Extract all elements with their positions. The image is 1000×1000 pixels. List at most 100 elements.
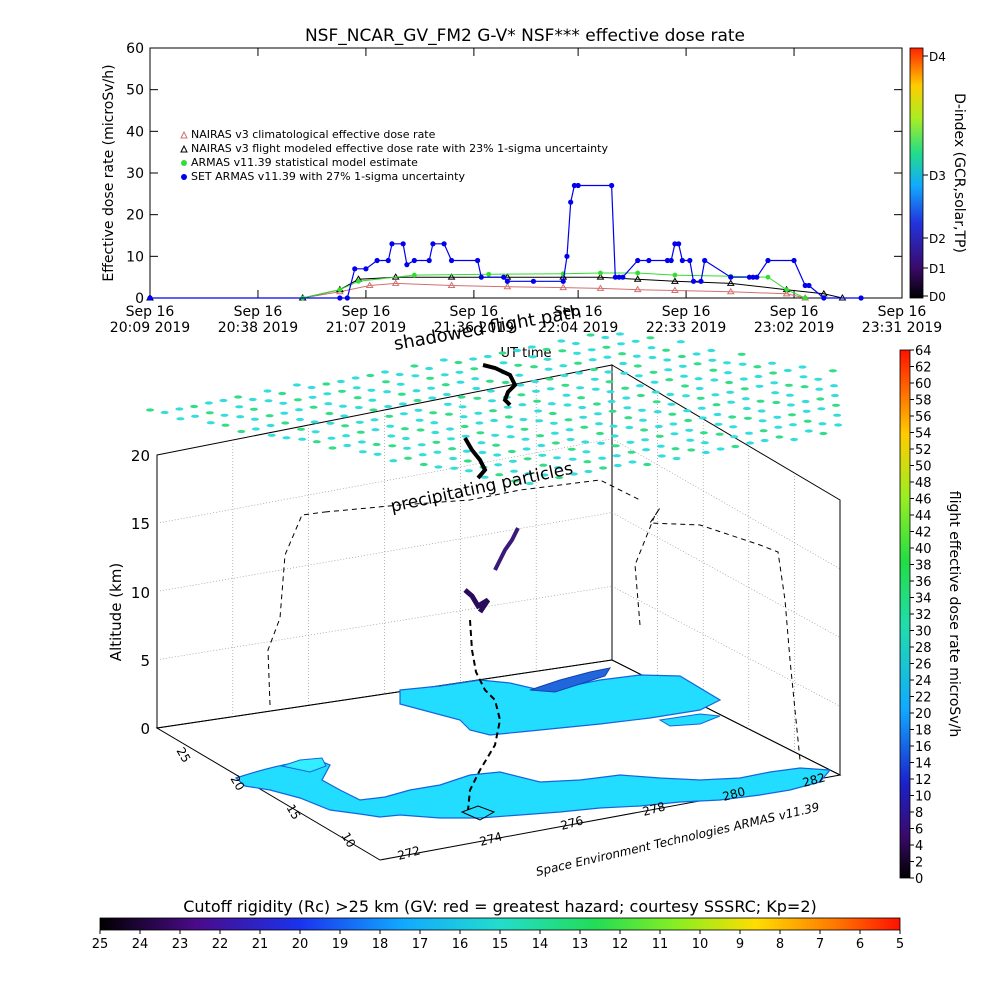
- particle-mark: [708, 358, 717, 362]
- particle-mark: [558, 349, 567, 353]
- particle-mark: [430, 421, 439, 425]
- particle-mark: [399, 412, 408, 416]
- particle-mark: [668, 412, 677, 416]
- series-point: [391, 279, 400, 286]
- particle-mark: [389, 459, 398, 463]
- series-point: [672, 241, 678, 247]
- particle-mark: [266, 423, 275, 428]
- top-panel: NSF_NCAR_GV_FM2 G-V* NSF*** effective do…: [101, 26, 967, 361]
- series-point: [337, 295, 343, 301]
- particle-mark: [543, 357, 552, 361]
- particle-mark: [504, 415, 513, 419]
- particle-mark: [566, 437, 575, 442]
- rc-tick-label: 22: [212, 937, 229, 952]
- latitude-tick-label: 20: [228, 773, 248, 793]
- particle-mark: [790, 437, 799, 442]
- particle-mark: [432, 440, 441, 444]
- particle-mark: [263, 389, 272, 393]
- particle-mark: [519, 417, 528, 422]
- series-point: [633, 285, 642, 293]
- particle-mark: [591, 387, 600, 391]
- particle-mark: [493, 453, 502, 457]
- particle-mark: [608, 409, 617, 413]
- particle-mark: [417, 443, 426, 447]
- dose-colorbar: [899, 349, 911, 879]
- top-x-tick-date: Sep 16: [878, 304, 927, 320]
- particle-mark: [355, 420, 364, 424]
- particle-mark: [785, 393, 794, 397]
- particle-mark: [551, 441, 560, 445]
- dose-tick-label: 46: [915, 493, 932, 508]
- series-point: [441, 241, 447, 247]
- particle-mark: [545, 377, 554, 381]
- particle-mark: [369, 408, 378, 412]
- particle-mark: [694, 377, 703, 381]
- particle-mark: [429, 411, 438, 415]
- top-y-tick-label: 60: [126, 41, 144, 57]
- particle-mark: [743, 416, 752, 420]
- particle-mark: [463, 459, 472, 463]
- particle-mark: [237, 429, 246, 434]
- particle-mark: [800, 385, 809, 389]
- dindex-colorbar: [909, 47, 924, 299]
- longitude-tick-label: 274: [478, 829, 504, 848]
- particle-mark: [641, 438, 650, 442]
- particle-mark: [414, 408, 423, 412]
- particle-mark: [814, 377, 823, 381]
- particle-mark: [446, 427, 454, 431]
- particle-mark: [770, 381, 779, 385]
- flight-path-black-upper: [482, 363, 518, 407]
- particle-mark: [638, 408, 646, 412]
- land-mass-middle: [399, 674, 722, 736]
- rc-tick-label: 17: [412, 937, 429, 952]
- particle-mark: [535, 419, 544, 423]
- particle-mark: [603, 355, 612, 359]
- top-legend: NAIRAS v3 climatological effective dose …: [180, 128, 608, 183]
- series-point: [765, 257, 771, 264]
- particle-mark: [666, 392, 675, 397]
- particle-mark: [583, 460, 592, 464]
- particle-mark: [469, 357, 478, 361]
- particle-mark: [621, 386, 630, 390]
- particle-mark: [681, 384, 689, 388]
- particle-mark: [537, 443, 546, 448]
- particle-mark: [281, 421, 290, 425]
- series-point: [486, 271, 492, 277]
- longitude-tick-label: 280: [721, 784, 747, 803]
- series-point: [620, 274, 626, 280]
- particle-mark: [605, 380, 614, 384]
- dose-tick-label: 44: [915, 509, 932, 524]
- particle-mark: [472, 386, 481, 391]
- series-point: [426, 257, 432, 264]
- particle-mark: [440, 373, 449, 377]
- dindex-ticks: D0 D1 D2 D3 D4: [923, 50, 946, 304]
- particle-mark: [692, 352, 701, 356]
- particle-mark: [833, 413, 842, 417]
- particle-mark: [817, 407, 826, 411]
- particle-mark: [567, 447, 576, 451]
- particle-mark: [672, 456, 681, 461]
- series-point: [609, 182, 615, 189]
- particle-mark: [370, 418, 379, 422]
- particle-mark: [531, 379, 539, 384]
- dose-tick-label: 12: [915, 773, 932, 788]
- latitude-tick-label: 15: [284, 802, 304, 822]
- particle-mark: [670, 432, 679, 436]
- dose-tick-label: 4: [915, 839, 923, 854]
- particle-mark: [398, 402, 407, 406]
- particle-mark: [602, 345, 611, 349]
- top-series-group: [146, 182, 864, 301]
- flight-path-black-mid: [463, 436, 488, 480]
- top-chart-title: NSF_NCAR_GV_FM2 G-V* NSF*** effective do…: [305, 26, 745, 46]
- particle-mark: [802, 409, 811, 413]
- particle-mark: [723, 361, 731, 365]
- particle-mark: [265, 414, 274, 418]
- particle-mark: [738, 362, 747, 366]
- particle-mark: [547, 402, 556, 406]
- particle-mark: [650, 380, 659, 384]
- series-point: [430, 241, 436, 247]
- particle-mark: [701, 450, 710, 455]
- particle-mark: [696, 396, 705, 400]
- particle-mark: [342, 434, 351, 438]
- rc-tick-label: 6: [856, 937, 864, 952]
